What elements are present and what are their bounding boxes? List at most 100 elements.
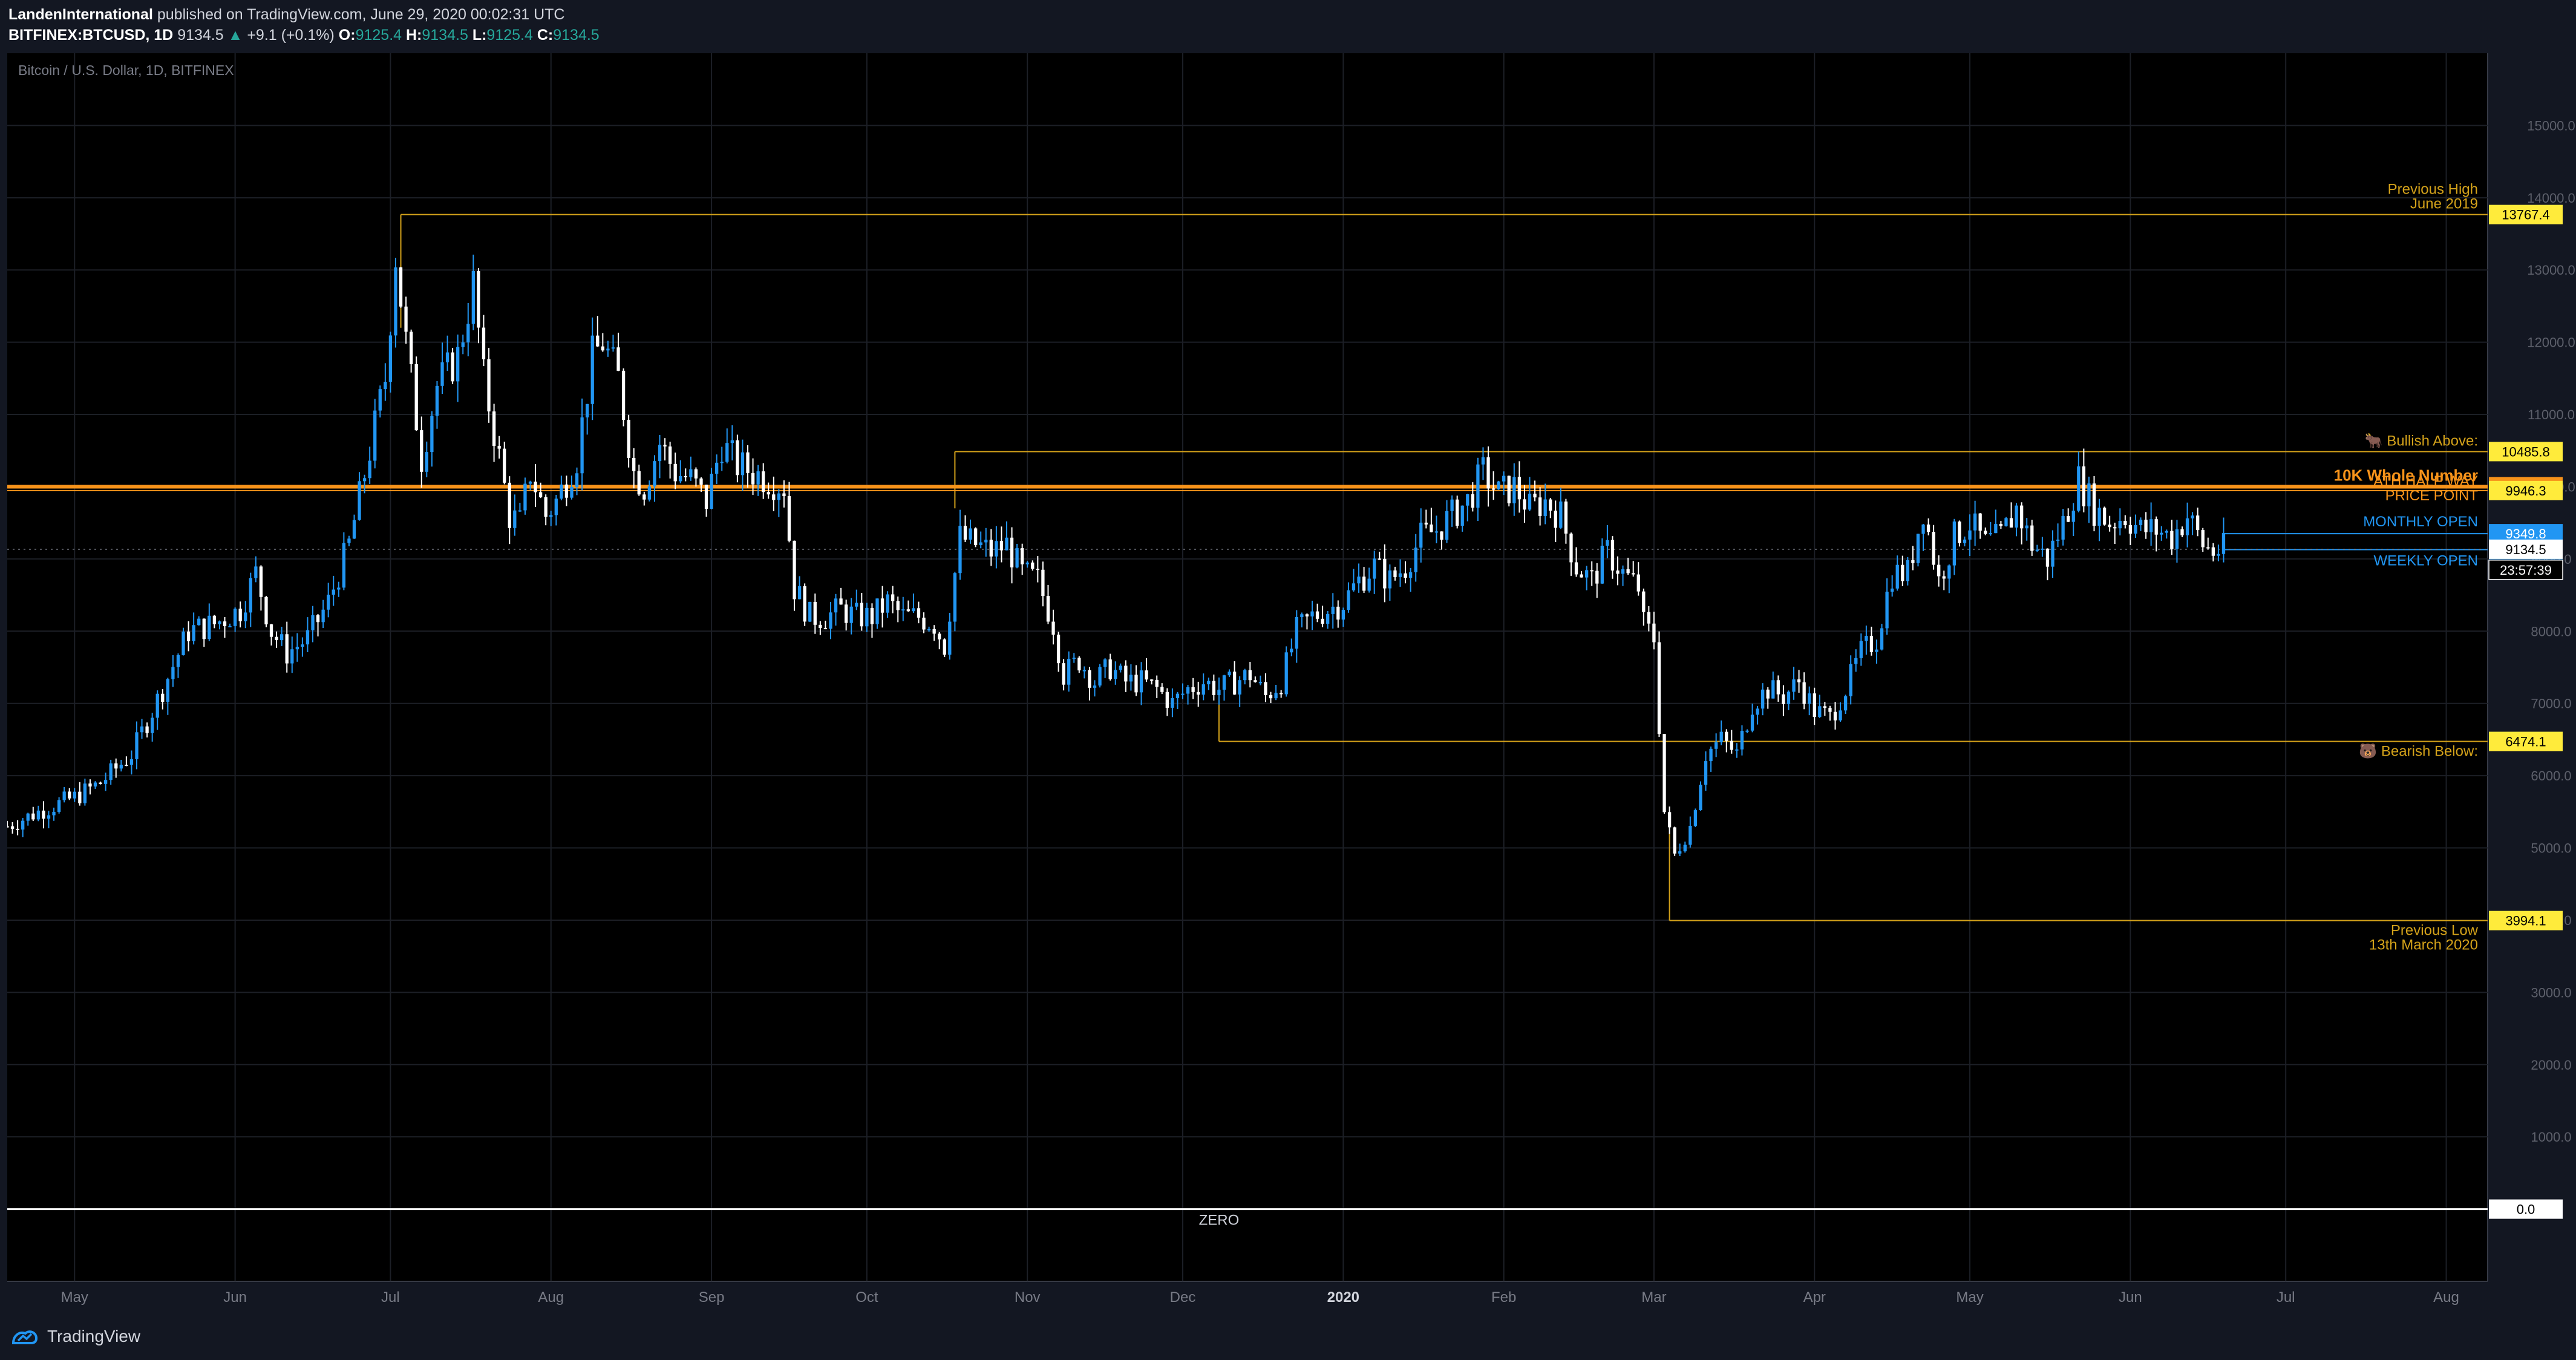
candle-body xyxy=(1564,501,1568,534)
ath-half-way-level-tag xyxy=(2489,480,2563,500)
candle-body xyxy=(1414,548,1417,572)
symbol-name[interactable]: BITFINEX:BTCUSD, 1D xyxy=(8,27,174,44)
candle-body xyxy=(989,540,993,557)
candle-body xyxy=(1709,748,1713,762)
candle-body xyxy=(125,765,128,767)
candle-body xyxy=(875,598,879,624)
candle-body xyxy=(114,763,118,769)
candle-body xyxy=(1347,590,1350,610)
bullish-above-level-label: 🐂 Bullish Above: xyxy=(2365,433,2478,449)
candle-body xyxy=(93,782,97,787)
candle-body xyxy=(756,471,760,485)
candle-body xyxy=(1802,682,1806,704)
candle-body xyxy=(580,417,584,474)
candle-body xyxy=(647,486,652,500)
candle-body xyxy=(880,598,884,613)
time-scale[interactable] xyxy=(7,1281,2576,1315)
last-price-tag-text: 9134.5 xyxy=(2505,542,2546,557)
candle-body xyxy=(513,510,517,528)
candle-body xyxy=(88,783,92,787)
candle-body xyxy=(1088,670,1091,688)
candle-body xyxy=(922,617,926,630)
candle-body xyxy=(1207,681,1211,685)
candle-body xyxy=(1062,663,1065,685)
publish-date: published on TradingView.com, June 29, 2… xyxy=(157,6,565,23)
candle-body xyxy=(1155,679,1159,687)
candle-body xyxy=(2185,518,2189,535)
candle-body xyxy=(570,486,574,498)
candle-body xyxy=(290,649,294,664)
candle-body xyxy=(316,615,320,623)
last-price: 9134.5 xyxy=(177,27,224,44)
candle-body xyxy=(218,621,221,624)
candle-body xyxy=(1865,636,1868,641)
candle-body xyxy=(1460,505,1464,526)
candle-body xyxy=(186,631,191,641)
candle-body xyxy=(1481,457,1485,465)
up-arrow-icon: ▲ xyxy=(227,27,243,44)
price-chart[interactable]: 1000.02000.03000.04000.05000.06000.07000… xyxy=(5,53,2576,1315)
candle-body xyxy=(1973,513,1977,531)
bullish-above-level-tag xyxy=(2489,442,2563,462)
chart-pane[interactable] xyxy=(7,53,2488,1281)
low-value: 9125.4 xyxy=(486,27,533,44)
candle-body xyxy=(1528,493,1532,510)
candle-body xyxy=(1704,761,1708,785)
y-tick-label: 5000.0 xyxy=(2531,841,2571,856)
candle-body xyxy=(1963,539,1967,543)
candle-body xyxy=(730,440,734,443)
candle-body xyxy=(456,347,460,382)
candle-body xyxy=(1968,530,1972,540)
candle-body xyxy=(2206,547,2210,549)
candle-body xyxy=(2160,532,2163,535)
candle-body xyxy=(1497,481,1500,489)
candle-body xyxy=(249,578,252,613)
candle-body xyxy=(1688,825,1692,845)
candle-body xyxy=(1595,570,1599,584)
candle-body xyxy=(1994,524,1998,534)
publish-info: LandenInternational published on Trading… xyxy=(8,6,564,24)
price-scale[interactable] xyxy=(2488,53,2576,1281)
tradingview-logo[interactable]: TradingView xyxy=(11,1327,140,1346)
zero-level-tag-text: 0.0 xyxy=(2517,1202,2535,1217)
candle-body xyxy=(259,566,263,597)
candle-body xyxy=(1549,499,1552,511)
candle-body xyxy=(192,625,195,641)
candle-body xyxy=(953,573,957,622)
candle-body xyxy=(404,306,408,332)
author-name[interactable]: LandenInternational xyxy=(8,6,153,23)
monthly-open-level-tag-text: 9349.8 xyxy=(2505,526,2546,541)
previous-high-level-tag-text: 13767.4 xyxy=(2502,208,2550,223)
candle-body xyxy=(2097,508,2101,526)
candle-body xyxy=(301,644,304,647)
candle-body xyxy=(1191,687,1195,692)
candle-body xyxy=(653,461,656,487)
chart-title: Bitcoin / U.S. Dollar, 1D, BITFINEX xyxy=(18,62,234,78)
candle-body xyxy=(103,780,108,784)
candle-body xyxy=(1606,540,1609,546)
candle-body xyxy=(238,609,242,621)
candle-body xyxy=(621,370,626,420)
candle-body xyxy=(1279,693,1283,695)
candle-body xyxy=(1740,731,1744,750)
candle-body xyxy=(1636,574,1640,592)
candle-body xyxy=(16,828,19,830)
previous-high-level-label: Previous High xyxy=(2388,181,2478,198)
candle-body xyxy=(2180,529,2184,535)
candle-body xyxy=(1228,672,1231,676)
y-tick-labels: 1000.02000.03000.04000.05000.06000.07000… xyxy=(2527,118,2575,1145)
candle-body xyxy=(2154,519,2158,535)
chart-area[interactable]: 1000.02000.03000.04000.05000.06000.07000… xyxy=(5,53,2576,1315)
ten-k-level-label: 10K Whole Number xyxy=(2334,466,2478,484)
candle-body xyxy=(1984,531,1987,534)
candle-body xyxy=(1005,537,1008,551)
candle-body xyxy=(388,335,393,382)
candle-body xyxy=(2191,515,2194,518)
candle-body xyxy=(1036,569,1039,570)
candle-body xyxy=(1569,534,1573,563)
candle-body xyxy=(352,520,356,539)
candle-body xyxy=(140,726,144,733)
candle-body xyxy=(632,457,636,471)
candle-body xyxy=(534,482,537,492)
candle-body xyxy=(1880,628,1884,650)
